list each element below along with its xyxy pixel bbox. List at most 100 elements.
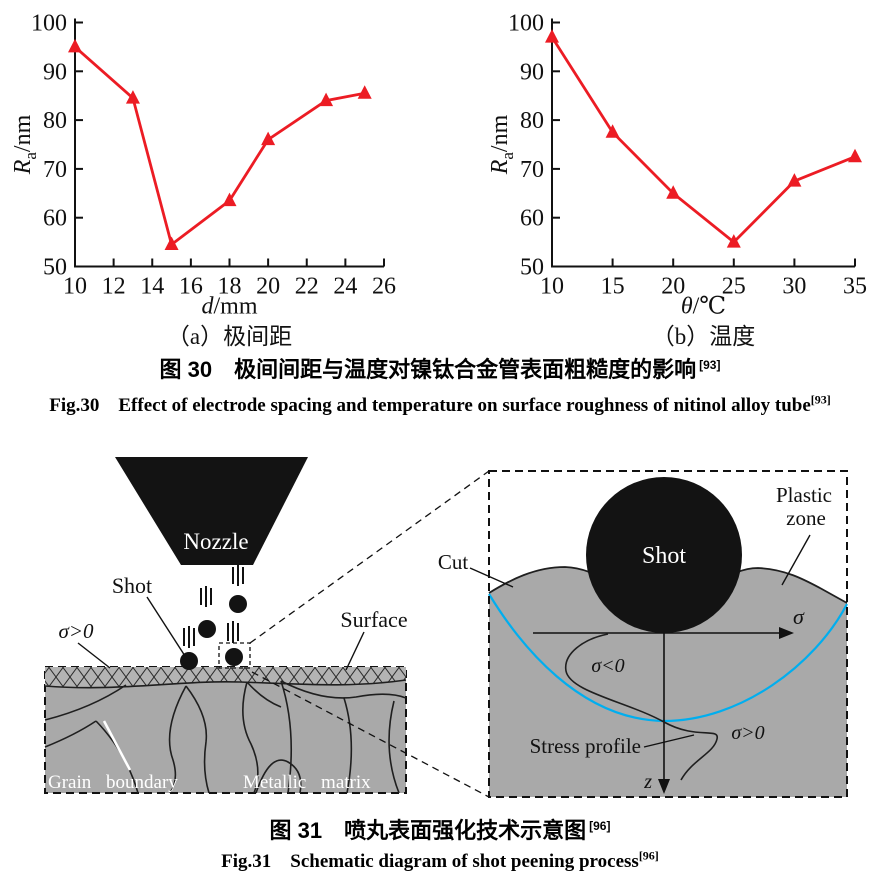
- shot-ball-4: [225, 648, 243, 666]
- subcaption-a: （a）极间距: [166, 324, 293, 349]
- workpiece-block: Grain boundary Metallic matrix: [44, 666, 407, 794]
- sigma-axis-arrowhead: [779, 627, 794, 639]
- y-tick-label: 80: [520, 108, 544, 134]
- inset-shot-sphere: [586, 477, 742, 633]
- zoom-connector-bottom: [251, 671, 490, 798]
- data-line: [74, 45, 365, 247]
- figure30-ref-en: [93]: [810, 392, 831, 407]
- x-tick-label: 10: [540, 274, 564, 300]
- data-marker: [164, 236, 179, 251]
- data-marker: [605, 124, 620, 138]
- inset-material: [489, 567, 847, 797]
- x-tick-label: 14: [140, 274, 164, 300]
- nozzle-shape: [115, 457, 308, 565]
- x-tick-label: 15: [601, 274, 625, 300]
- sigma-lt0-label: σ<0: [591, 655, 624, 677]
- x-tick-label: 35: [843, 274, 867, 300]
- y-tick-label: 50: [520, 255, 544, 281]
- cut-label: Cut: [438, 550, 469, 574]
- shots: [180, 595, 247, 670]
- x-tick-label: 16: [179, 274, 203, 300]
- schematic-shot-peening: Grain boundary Metallic matrix Nozzle: [44, 457, 848, 798]
- stress-profile-curve: [565, 633, 718, 781]
- chart-roughness-vs-temperature: 10 15 20 25 30 35 50 60 70 80 90 100 θ/℃ Ra/nm: [487, 11, 867, 320]
- x-tick-label: 30: [782, 274, 806, 300]
- data-marker: [319, 92, 334, 107]
- surface-pointer: [345, 631, 365, 671]
- stress-profile-pointer: [643, 734, 695, 748]
- plastic-zone-pointer: [781, 534, 811, 586]
- data-marker: [68, 38, 82, 53]
- y-tick-label: 100: [508, 11, 544, 37]
- sigma-gt0-inset-label: σ>0: [731, 722, 764, 744]
- data-marker: [787, 173, 802, 187]
- x-tick-label: 12: [102, 274, 126, 300]
- y-tick-label: 80: [43, 108, 67, 134]
- data-marker: [125, 90, 140, 104]
- x-tick-label: 18: [218, 274, 242, 300]
- figure31-ref-en: [96]: [638, 848, 659, 863]
- x-tick-label: 20: [256, 274, 280, 300]
- figure30-caption-zh-text: 图 30 极间间距与温度对镍钛合金管表面粗糙度的影响: [159, 357, 697, 382]
- z-axis-label: z: [643, 771, 652, 793]
- figure30-caption-zh: 图 30 极间间距与温度对镍钛合金管表面粗糙度的影响 [93]: [0, 352, 880, 384]
- axes: [74, 18, 384, 268]
- figure30-caption-en-text: Fig.30 Effect of electrode spacing and t…: [49, 395, 811, 416]
- shot-ball-1: [229, 595, 247, 613]
- shot-ball-3: [180, 652, 198, 670]
- sigma-gt0-pointer: [77, 642, 111, 669]
- cut-pointer: [469, 567, 514, 588]
- data-marker: [848, 148, 862, 163]
- y-tick-label: 90: [43, 59, 67, 85]
- shot-stream: [183, 565, 244, 648]
- motion-lines-1: [232, 565, 244, 586]
- stress-profile-label: Stress profile: [530, 734, 641, 758]
- data-marker: [357, 85, 372, 99]
- x-axis-title: θ/℃: [681, 294, 726, 320]
- zoom-connector-top: [249, 470, 490, 644]
- nozzle: Nozzle: [115, 457, 308, 565]
- metallic-matrix-label: Metallic matrix: [243, 772, 371, 793]
- x-tick-label: 24: [333, 274, 357, 300]
- y-axis-title: Ra/nm: [487, 114, 517, 175]
- y-tick-label: 90: [520, 59, 544, 85]
- z-axis-arrowhead: [658, 779, 670, 794]
- axes: [551, 18, 855, 268]
- motion-lines-4: [227, 621, 239, 643]
- x-axis-title: d/mm: [201, 294, 257, 320]
- data-line: [550, 36, 856, 244]
- motion-lines-2: [200, 586, 212, 607]
- y-tick-label: 60: [43, 206, 67, 232]
- y-tick-label: 70: [43, 157, 67, 183]
- surface-hatch-pattern: [45, 667, 406, 688]
- y-tick-label: 50: [43, 255, 67, 281]
- shot-ball-2: [198, 620, 216, 638]
- data-marker: [666, 185, 681, 199]
- y-tick-label: 100: [31, 11, 67, 37]
- y-axis-title: Ra/nm: [10, 114, 40, 175]
- x-tick-label: 10: [63, 274, 87, 300]
- inset-panel: σ z σ<0 σ>0 Stress profile Shot Cut Plas…: [438, 470, 848, 798]
- figure31-caption-en: Fig.31 Schematic diagram of shot peening…: [0, 846, 880, 873]
- sigma-gt0-left-label: σ>0: [58, 619, 94, 643]
- x-tick-label: 20: [661, 274, 685, 300]
- data-marker: [726, 234, 741, 248]
- figure31-caption-en-text: Fig.31 Schematic diagram of shot peening…: [221, 851, 639, 872]
- shot-label: Shot: [112, 573, 152, 598]
- grain-boundary-pointer: [102, 720, 132, 771]
- inset-shot-label: Shot: [642, 543, 686, 569]
- y-tick-label: 60: [520, 206, 544, 232]
- nozzle-label: Nozzle: [183, 529, 248, 554]
- data-marker: [545, 29, 559, 43]
- x-tick-label: 25: [722, 274, 746, 300]
- data-marker: [261, 131, 276, 146]
- subcaption-b: （b）温度: [651, 324, 756, 349]
- figure30-ref-zh: [93]: [699, 357, 721, 372]
- plastic-zone-label-line1: Plastic: [776, 483, 832, 507]
- figure31-caption-zh: 图 31 喷丸表面强化技术示意图 [96]: [0, 813, 880, 845]
- motion-lines-3: [183, 626, 195, 648]
- chart-roughness-vs-electrode-spacing: 10 12 14 16 18 20 22 24 26 50 60 70 80 90 100 d/mm Ra/nm: [10, 11, 396, 320]
- plastic-zone-label-line2: zone: [786, 506, 826, 530]
- inset-frame: [488, 470, 848, 798]
- grain-boundary-label: Grain boundary: [48, 772, 178, 793]
